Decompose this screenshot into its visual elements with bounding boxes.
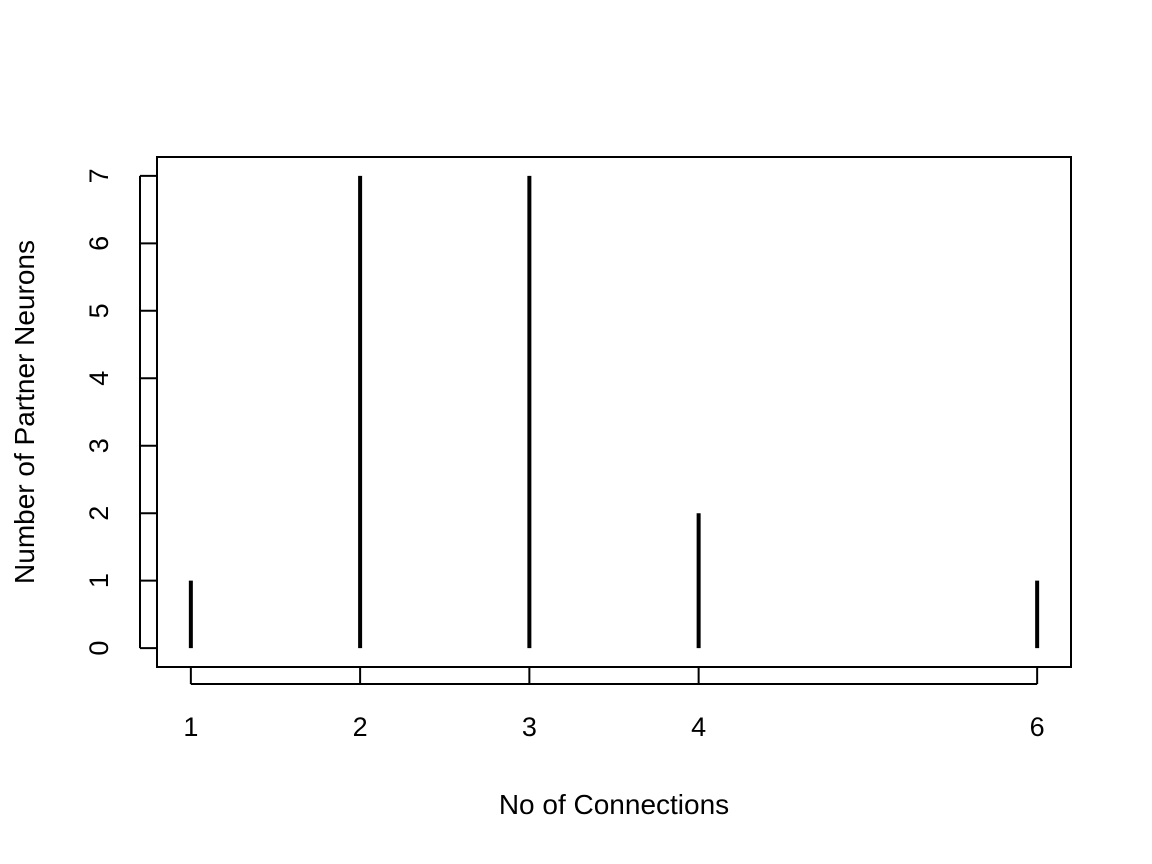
y-tick-label: 5 bbox=[84, 303, 114, 318]
x-tick-label: 2 bbox=[353, 712, 368, 742]
y-tick-label: 1 bbox=[84, 573, 114, 588]
x-tick-label: 4 bbox=[691, 712, 706, 742]
y-tick-label: 6 bbox=[84, 236, 114, 251]
y-axis: 0 1 2 3 4 5 6 7 bbox=[84, 168, 157, 656]
x-axis: 1 2 3 4 6 bbox=[183, 667, 1045, 742]
x-axis-label: No of Connections bbox=[499, 789, 729, 820]
y-tick-label: 3 bbox=[84, 438, 114, 453]
x-tick-label: 1 bbox=[183, 712, 198, 742]
x-tick-label: 3 bbox=[522, 712, 537, 742]
y-tick-label: 7 bbox=[84, 168, 114, 183]
bars bbox=[188, 175, 1040, 649]
y-tick-label: 2 bbox=[84, 506, 114, 521]
plot-frame bbox=[156, 156, 1072, 668]
y-tick-label: 0 bbox=[84, 641, 114, 656]
x-tick-label: 6 bbox=[1030, 712, 1045, 742]
y-axis-label: Number of Partner Neurons bbox=[9, 240, 40, 584]
y-tick-label: 4 bbox=[84, 371, 114, 386]
